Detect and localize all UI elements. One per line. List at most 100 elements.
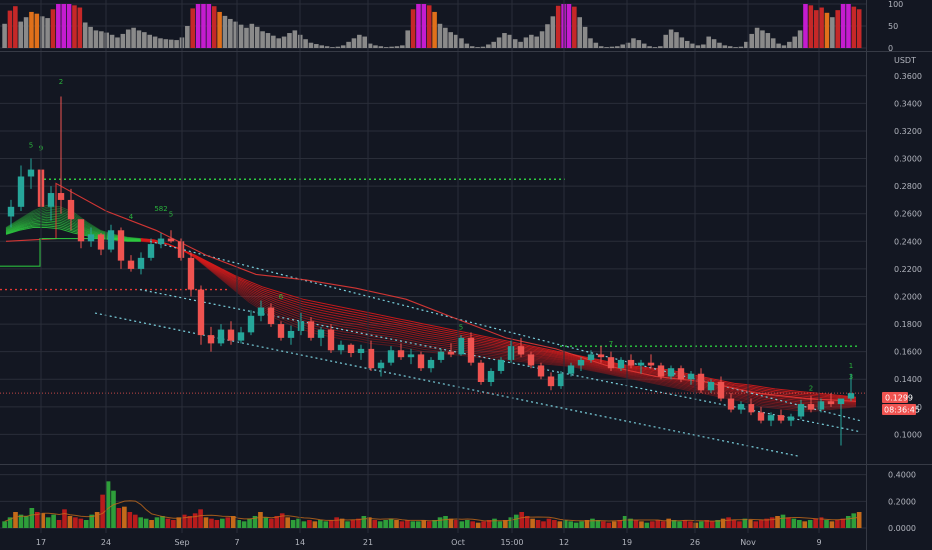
volume-bar [394,520,399,528]
volume-bar [835,520,840,528]
volume-bar [617,520,623,528]
volume-bar [187,516,193,528]
candle-body [387,350,395,363]
volume-bar [513,514,519,528]
candle-body [337,344,345,351]
osc-bar [722,45,728,48]
candle-body [307,321,315,338]
volume-bar [535,520,541,528]
volume-bar [263,517,269,528]
last-price-label: 0.1299 [885,394,913,403]
volume-bar [813,518,818,528]
candle-body [417,354,425,369]
volume-tick-label: 0.4000 [888,471,916,480]
candle-body [747,404,755,413]
volume-bar [715,520,720,528]
osc-bar [469,46,475,48]
volume-bar [704,520,710,528]
volume-bar [258,512,263,528]
osc-bar [846,4,851,48]
volume-bar [160,516,165,528]
volume-bar [753,521,759,528]
osc-bar [781,45,787,48]
volume-bar [590,518,595,528]
candle-body [347,344,355,354]
osc-bar [77,7,83,48]
osc-bar [555,5,561,48]
volume-bar [682,520,688,528]
candle-body [767,415,775,421]
candle-body [737,404,745,410]
osc-bar [195,4,201,48]
candle-body [267,307,275,325]
price-tick-label: 0.1400 [894,375,922,384]
volume-bar [29,508,35,528]
volume-bar [415,521,421,528]
ribbon-line-bear [140,239,857,405]
osc-bar [125,29,131,48]
volume-bar [171,520,176,528]
osc-tick-label: 50 [888,22,898,31]
osc-bar [265,33,271,48]
candle-body [7,206,15,217]
osc-bar [109,34,115,48]
volume-bar [18,514,24,528]
osc-bar [185,26,190,48]
osc-bar [690,43,695,48]
osc-bar [776,43,781,48]
volume-bar [633,520,639,528]
osc-bar [760,30,765,48]
osc-bar [803,4,808,48]
osc-bar [792,36,797,48]
osc-bar [437,23,443,48]
candle-body [107,230,115,250]
osc-bar [749,33,754,48]
osc-bar [18,21,23,48]
osc-bar [674,32,679,48]
volume-bar [45,517,51,528]
candle-body [837,398,845,405]
price-tick-label: 0.3600 [894,72,922,81]
volume-bar [149,520,154,528]
volume-bar [530,518,535,528]
ribbon-line-bear [140,240,857,406]
ribbon-line-bear [140,239,857,404]
x-tick-label: 14 [295,538,305,547]
volume-bar [285,517,290,528]
osc-bar [830,17,835,48]
osc-bar [281,36,287,48]
price-tick-label: 0.1000 [894,430,922,439]
candle-body [57,193,65,200]
volume-bar [699,521,704,528]
candle-body [287,330,295,338]
volume-bar [747,520,753,528]
osc-bar [507,34,513,48]
osc-bar [480,46,486,48]
volume-bar [796,520,802,528]
volume-bar [165,518,171,528]
volume-tick-label: 0.2000 [888,497,916,506]
volume-bar [203,517,209,528]
volume-bar [339,518,345,528]
osc-bar [421,4,427,48]
osc-bar [679,37,685,48]
candle-body [67,199,75,220]
osc-bar [238,24,244,48]
osc-bar [378,46,384,48]
price-tick-label: 0.2400 [894,237,922,246]
volume-bar [475,522,481,528]
osc-bar [72,5,77,49]
osc-bar [529,34,534,48]
volume-bar [372,520,378,528]
volume-bar [24,516,29,528]
candle-body [27,169,35,177]
osc-bar [496,37,502,48]
volume-bar [568,521,574,528]
osc-bar [647,46,652,48]
volume-bar [78,518,84,528]
signal-marker: 5 [29,142,33,150]
currency-label: USDT [894,56,916,65]
osc-bar [695,45,701,48]
